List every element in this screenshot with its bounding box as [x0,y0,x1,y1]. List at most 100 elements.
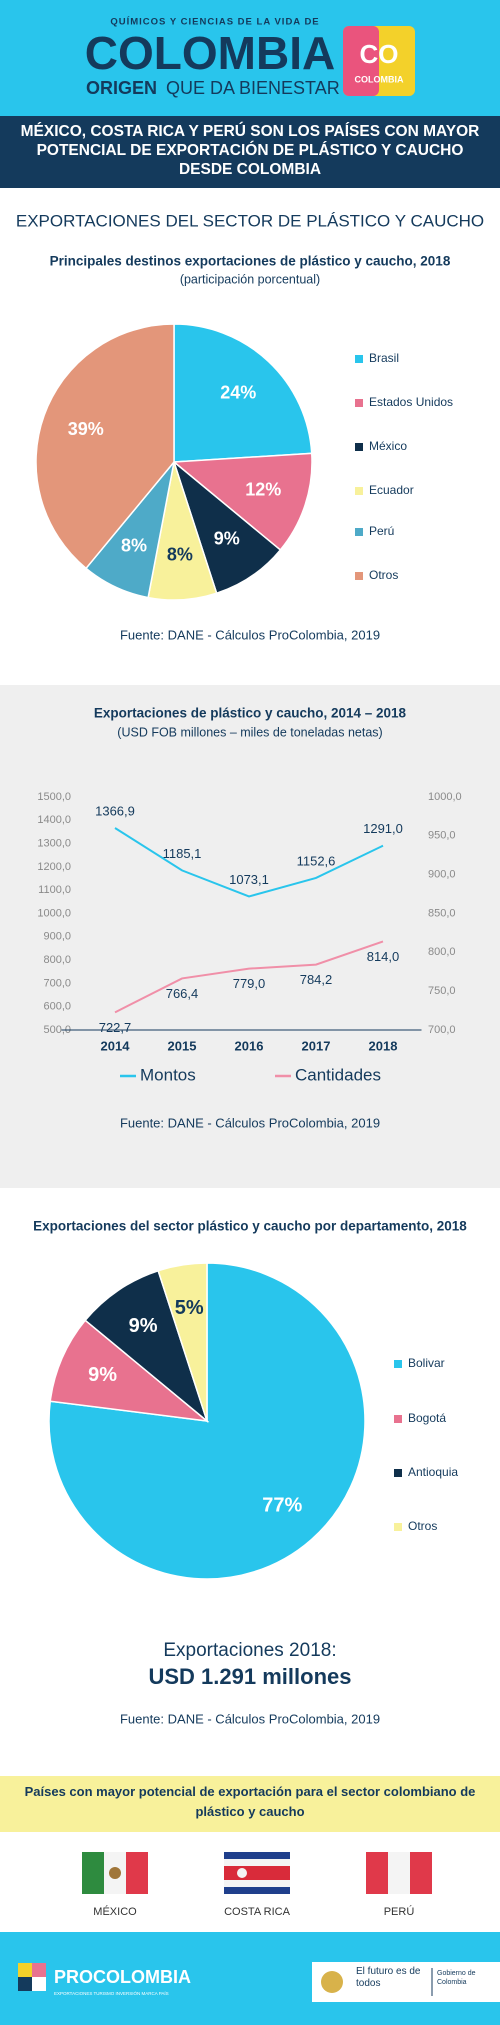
x-tick-label: 2018 [369,1038,398,1053]
gov-main: El futuro es de todos [356,1966,421,1989]
pie-slice [172,452,313,552]
chart-source: Fuente: DANE - Cálculos ProColombia, 201… [120,1711,380,1726]
countries-title-band [0,1776,500,1832]
headline: MÉXICO, COSTA RICA Y PERÚ SON LOS PAÍSES… [20,123,480,178]
legend-swatch [394,1360,402,1368]
footer-brand: PROCOLOMBIA [54,1967,191,1987]
y2-tick-label: 700,0 [428,1024,456,1036]
total-label: Exportaciones 2018: [163,1640,336,1661]
legend-label: Otros [408,1519,437,1533]
flag-mexico [82,1852,148,1894]
slice-label: 9% [88,1364,117,1386]
data-label: 1291,0 [363,821,403,836]
slice-label: 39% [68,419,104,439]
data-label: 779,0 [233,976,266,991]
y-tick-label: 1000,0 [37,907,71,919]
chart-source: Fuente: DANE - Cálculos ProColombia, 201… [120,627,380,642]
line-series [114,827,384,898]
slice-label: 77% [262,1495,302,1517]
y2-tick-label: 850,0 [428,907,456,919]
legend-swatch [355,572,363,580]
gov-shield [321,1971,343,1993]
flag-costa-rica [224,1852,290,1894]
data-label: 766,4 [166,986,199,1001]
headline-band [0,116,500,188]
y-tick-label: 1400,0 [37,814,71,826]
legend-label: Ecuador [369,483,414,497]
pie-slice [173,323,313,463]
y2-tick-label: 750,0 [428,985,456,997]
country-label: COSTA RICA [224,1906,290,1918]
legend-label: México [369,439,407,453]
legend-swatch [394,1415,402,1423]
pie-slice [49,1319,210,1423]
data-label: 1366,9 [95,803,135,818]
data-label: 1152,6 [297,853,336,868]
chart-subtitle: (USD FOB millones – miles de toneladas n… [117,725,382,739]
legend-swatch [355,399,363,407]
pie-slice [84,1269,209,1424]
total-value: USD 1.291 millones [149,1664,352,1689]
footer-sub: EXPORTACIONES TURISMO INVERSIÓN MARCA PA… [54,1990,169,1996]
header-band [0,0,500,116]
slice-label: 5% [175,1297,204,1319]
legend-label: Perú [369,524,394,538]
countries-title: Países con mayor potencial de exportació… [24,1784,476,1819]
legend-label: Brasil [369,351,399,365]
chart-title: Exportaciones del sector plástico y cauc… [33,1219,467,1234]
gov-box [312,1962,500,2002]
y-tick-label: 1500,0 [37,791,71,803]
y-tick-label: 1300,0 [37,838,71,850]
data-label: 814,0 [367,949,400,964]
chart-title: Exportaciones de plástico y caucho, 2014… [94,706,407,721]
data-label: 784,2 [300,972,333,987]
y2-tick-label: 800,0 [428,946,456,958]
x-tick-label: 2016 [235,1038,264,1053]
line-series [114,940,384,1014]
header-slogan-strong: ORIGEN [86,78,157,98]
legend-label: Montos [140,1065,196,1084]
legend-label: Antioquia [408,1465,458,1479]
chart-title: Principales destinos exportaciones de pl… [50,254,451,269]
header-tagline: QUÍMICOS Y CIENCIAS DE LA VIDA DE [110,17,319,28]
pie-slice [48,1262,366,1580]
x-tick-label: 2017 [302,1038,331,1053]
data-label: 1185,1 [163,846,202,861]
y2-tick-label: 900,0 [428,869,456,881]
section-title: EXPORTACIONES DEL SECTOR DE PLÁSTICO Y C… [16,211,484,230]
header-slogan: QUE DA BIENESTAR [166,78,340,98]
gov-main-box: El futuro es de todos [356,1966,421,1989]
legend-swatch [355,355,363,363]
chart-source: Fuente: DANE - Cálculos ProColombia, 201… [120,1115,380,1130]
y-tick-label: 500,0 [43,1024,71,1036]
pie-slice [35,323,175,570]
y-tick-label: 600,0 [43,1001,71,1013]
slice-label: 9% [129,1315,158,1337]
chart-subtitle: (participación porcentual) [180,272,320,286]
badge-bottom: COLOMBIA [355,74,404,84]
legend-label: Cantidades [295,1065,381,1084]
procolombia-icon [18,1963,46,1991]
line-section-band [0,685,500,1188]
legend-label: Bolivar [408,1356,445,1370]
x-tick-label: 2015 [168,1038,197,1053]
header-brand: COLOMBIA [85,27,335,79]
gov-side: Gobierno de Colombia [437,1970,476,1986]
y2-tick-label: 950,0 [428,830,456,842]
y-tick-label: 900,0 [43,931,71,943]
legend-label: Otros [369,568,398,582]
slice-label: 24% [220,382,256,402]
slice-label: 9% [214,528,240,548]
slice-label: 8% [121,536,147,556]
data-label: 722,7 [99,1020,132,1035]
country-label: PERÚ [384,1905,415,1918]
legend-swatch [355,487,363,495]
legend-swatch [355,528,363,536]
slice-label: 12% [245,480,281,500]
y-tick-label: 1100,0 [38,884,71,896]
gov-side-box: Gobierno de Colombia [437,1970,476,1986]
data-label: 1073,1 [229,872,269,887]
legend-swatch [355,443,363,451]
pie-slice [157,1262,208,1422]
